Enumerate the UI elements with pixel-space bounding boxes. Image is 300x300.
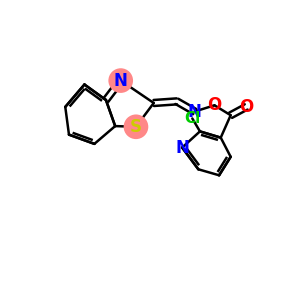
Text: O: O	[207, 96, 222, 114]
Text: Cl: Cl	[184, 111, 200, 126]
Text: N: N	[175, 139, 189, 157]
Text: N: N	[188, 103, 202, 121]
Text: N: N	[114, 72, 128, 90]
Text: O: O	[239, 98, 253, 116]
Text: S: S	[130, 118, 142, 136]
